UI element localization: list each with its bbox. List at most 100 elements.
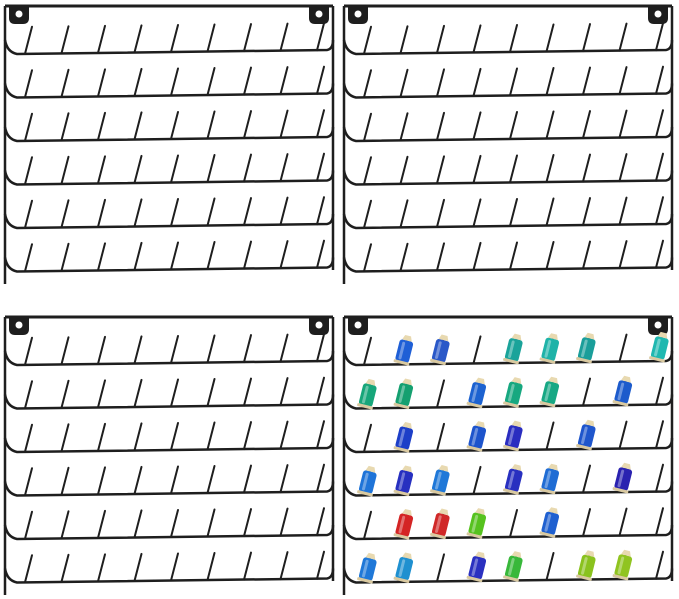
spool-thread <box>395 513 414 537</box>
peg <box>279 109 289 139</box>
spool-highlight <box>362 559 369 578</box>
peg <box>206 67 216 97</box>
peg <box>363 156 372 186</box>
peg <box>133 335 143 365</box>
spool-cone-top <box>548 333 558 340</box>
peg <box>97 422 106 452</box>
peg <box>279 196 289 226</box>
spool-thread <box>468 556 487 580</box>
peg <box>655 196 664 226</box>
spool-highlight <box>508 384 515 402</box>
spool-cone-top <box>365 378 376 386</box>
thread-spool <box>393 552 414 584</box>
peg <box>243 240 252 270</box>
peg <box>399 199 409 229</box>
spool-base <box>612 400 629 407</box>
peg <box>582 508 591 538</box>
hanger-hole <box>315 321 323 329</box>
spool-thread <box>468 512 487 537</box>
thread-spool <box>393 334 414 366</box>
spool-highlight <box>471 427 479 446</box>
peg <box>399 68 409 98</box>
peg <box>545 421 555 451</box>
peg <box>316 463 325 493</box>
peg <box>436 111 445 141</box>
peg <box>655 420 664 450</box>
spool-cone-top <box>402 378 412 386</box>
peg <box>243 110 252 140</box>
spool-cone-top <box>584 550 595 558</box>
peg <box>24 25 33 55</box>
peg <box>133 378 143 408</box>
peg <box>316 22 325 52</box>
thread-spool <box>503 464 523 495</box>
peg <box>509 23 518 53</box>
peg <box>316 65 325 95</box>
peg <box>206 110 216 140</box>
peg <box>582 153 591 183</box>
peg <box>316 507 325 537</box>
spool-base <box>393 402 410 410</box>
peg <box>243 421 252 451</box>
spool-highlight <box>508 340 515 359</box>
spool-thread <box>577 424 596 448</box>
peg <box>133 509 143 539</box>
spool-highlight <box>544 383 552 402</box>
peg <box>133 465 143 495</box>
peg <box>618 22 628 52</box>
hanger-hole <box>354 321 362 329</box>
peg <box>436 379 445 409</box>
peg <box>97 509 106 539</box>
spool-highlight <box>508 558 515 576</box>
spool-cone-top <box>511 551 522 558</box>
peg <box>170 421 179 451</box>
peg <box>618 240 628 270</box>
spool-highlight <box>617 382 625 401</box>
peg <box>655 109 664 139</box>
peg <box>509 197 518 227</box>
spool-highlight <box>435 341 442 359</box>
peg <box>436 155 445 185</box>
peg <box>582 110 591 140</box>
peg <box>618 153 628 183</box>
peg <box>582 240 591 270</box>
spool-highlight <box>617 556 625 575</box>
peg <box>243 153 252 183</box>
peg <box>243 508 252 538</box>
peg <box>436 198 445 228</box>
spool-base <box>503 357 519 365</box>
spool-cone-top <box>438 508 449 516</box>
peg <box>363 69 372 99</box>
spool-highlight <box>398 385 406 403</box>
spool-highlight <box>398 428 406 447</box>
peg <box>133 422 143 452</box>
peg <box>279 464 289 494</box>
spool-highlight <box>398 515 406 534</box>
spool-base <box>539 531 556 538</box>
spool-base <box>466 575 483 583</box>
peg <box>436 24 445 54</box>
peg <box>243 23 252 53</box>
spool-base <box>539 487 556 495</box>
peg <box>545 67 555 97</box>
thread-spool <box>576 550 596 581</box>
peg <box>97 155 106 185</box>
peg <box>436 422 445 452</box>
spool-base <box>393 533 410 540</box>
peg <box>170 241 179 271</box>
spool-cone-top <box>402 421 412 429</box>
peg <box>170 378 179 408</box>
peg <box>97 68 106 98</box>
spool-cone-top <box>621 549 631 557</box>
peg <box>472 241 482 271</box>
spool-thread <box>650 336 669 360</box>
peg <box>60 379 70 409</box>
peg <box>133 198 143 228</box>
peg <box>618 507 628 537</box>
spool-base <box>576 356 592 364</box>
thread-spool <box>539 507 560 538</box>
peg <box>472 154 482 184</box>
thread-rack <box>3 315 335 595</box>
